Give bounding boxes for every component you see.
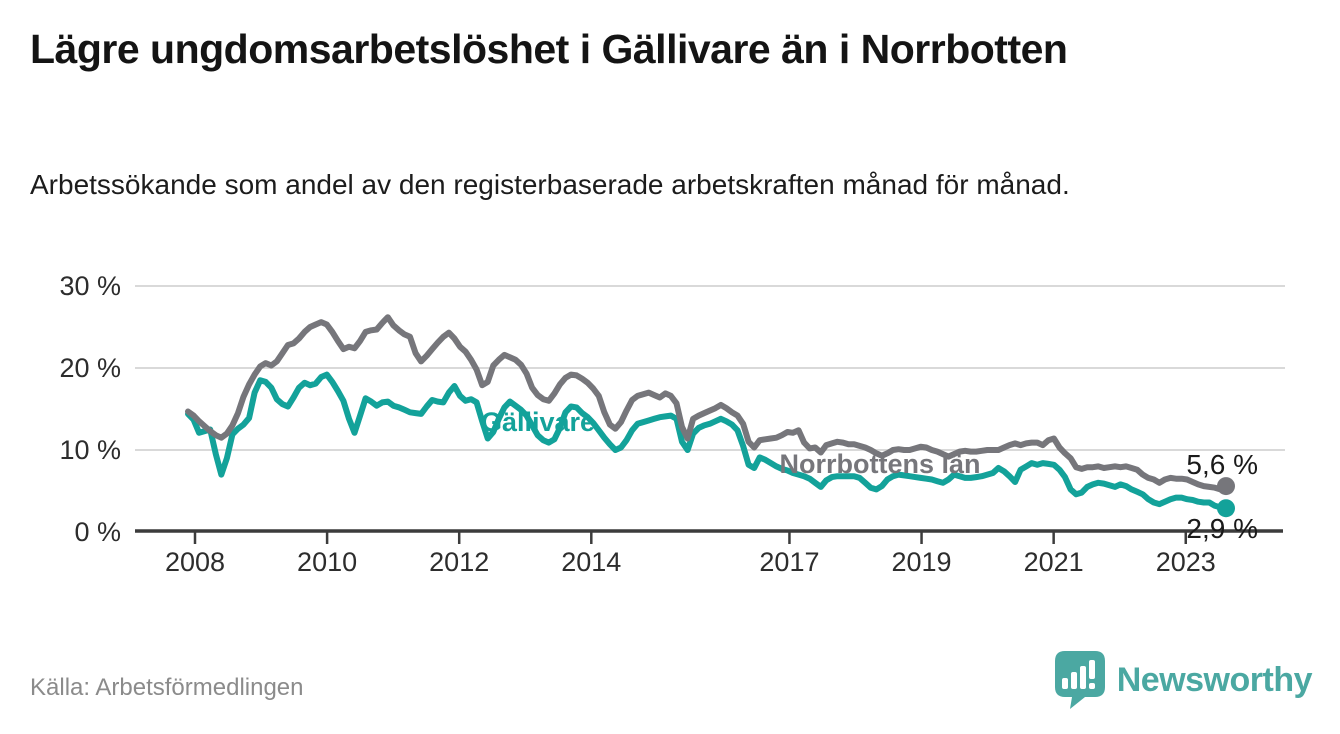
chart-title: Lägre ungdomsarbetslöshet i Gällivare än… xyxy=(30,26,1068,72)
end-value-label-norrbotten: 5,6 % xyxy=(1186,449,1258,480)
newsworthy-logo: Newsworthy xyxy=(1054,650,1313,710)
x-axis-label: 2019 xyxy=(892,547,952,577)
series-label-norrbotten: Norrbottens län xyxy=(779,449,980,479)
series-line-norrbotten xyxy=(185,314,1229,493)
bar-chart-speech-bubble-icon xyxy=(1054,651,1105,709)
newsworthy-brand-text: Newsworthy xyxy=(1116,660,1313,699)
series-end-dot-gallivare xyxy=(1217,499,1235,518)
y-axis-label: 20 % xyxy=(59,353,121,383)
series-line-gallivare xyxy=(185,371,1229,512)
end-value-label-gallivare: 2,9 % xyxy=(1186,513,1258,544)
x-axis-label: 2010 xyxy=(297,547,357,577)
source-text: Källa: Arbetsförmedlingen xyxy=(30,674,304,701)
y-axis-label: 10 % xyxy=(59,435,121,465)
x-axis-label: 2014 xyxy=(561,547,621,577)
series-end-dot-norrbotten xyxy=(1217,477,1235,496)
x-axis-label: 2017 xyxy=(759,547,819,577)
series-label-gallivare: Gällivare xyxy=(481,407,595,437)
y-axis-label: 0 % xyxy=(74,517,121,547)
x-axis-label: 2008 xyxy=(165,547,225,577)
chart-subtitle: Arbetssökande som andel av den registerb… xyxy=(30,169,1070,200)
x-axis-label: 2012 xyxy=(429,547,489,577)
x-axis-label: 2021 xyxy=(1024,547,1084,577)
y-axis-label: 30 % xyxy=(59,271,121,301)
x-axis-label: 2023 xyxy=(1156,547,1216,577)
